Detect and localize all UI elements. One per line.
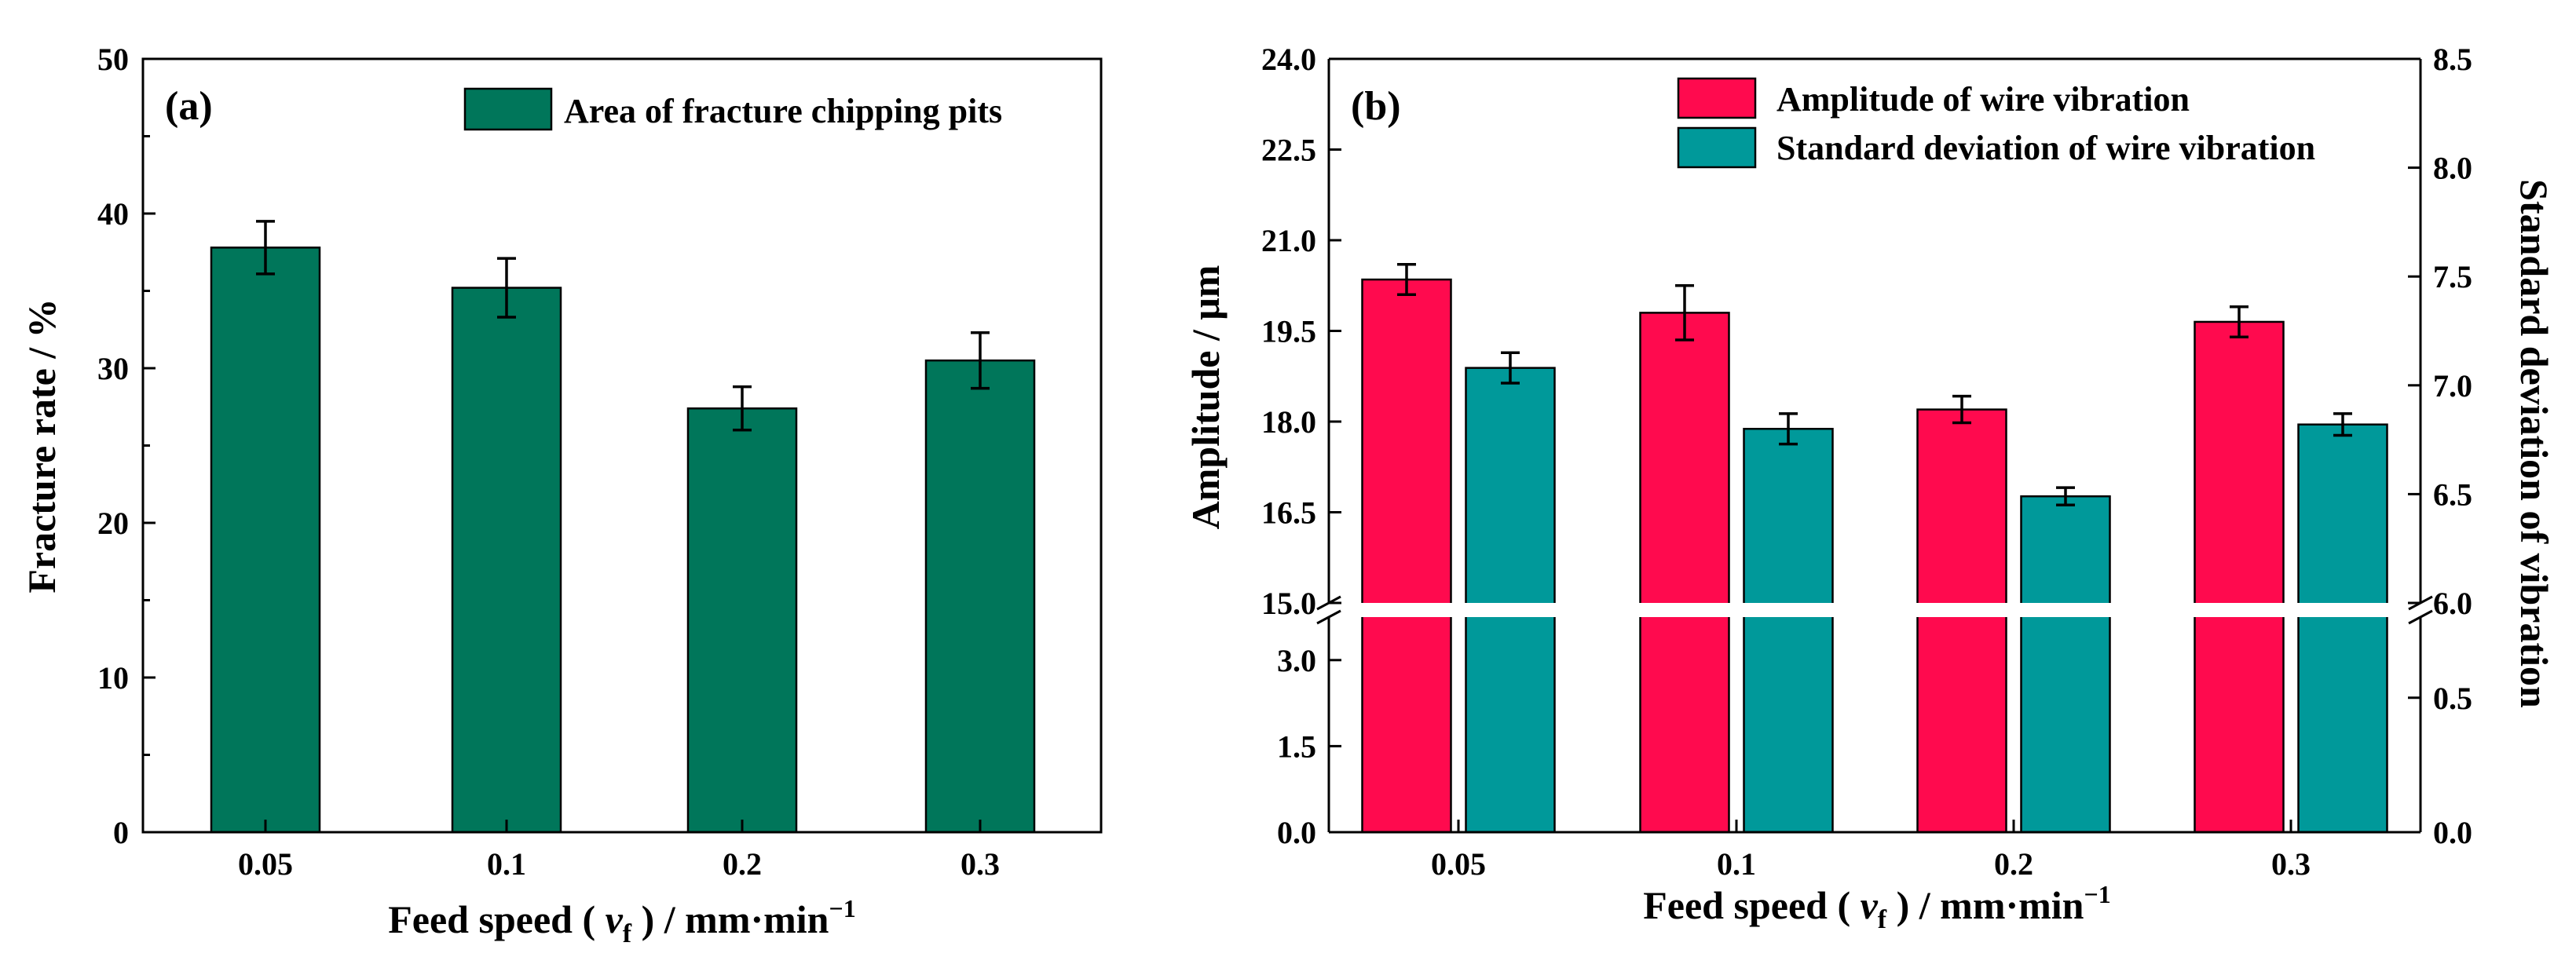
left-y-tick-label-18.0: 18.0 [1261,404,1316,440]
bar-amplitude-0.1 [1639,312,1730,834]
left-y-tick-label-21.0: 21.0 [1261,223,1316,258]
panel-a-label: (a) [165,84,213,129]
left-y-tick-label-15.0: 15.0 [1261,586,1316,621]
break-mark-right-bottom [2408,609,2433,625]
bar-std-0.3 [2297,423,2388,834]
panel-a-legend-label: Area of fracture chipping pits [564,92,1002,130]
right-y-tick-label-8.0: 8.0 [2433,151,2472,186]
bar-0.2 [686,407,798,834]
panel-a-error-bars [256,220,990,432]
left-y-tick-label-19.5: 19.5 [1261,314,1316,349]
panel-b-axis-break-gap [1330,603,2419,617]
y-tick-label-10: 10 [97,660,129,696]
panel-a-y-axis: 0 10 20 30 40 50 [97,42,156,850]
x-tick-label-0.3: 0.3 [961,846,1000,882]
y-tick-label-40: 40 [97,196,129,232]
panel-b-right-y-axis: 6.0 6.5 7.0 7.5 8.0 8.5 0.0 0.5 [2408,42,2472,850]
panel-b-left-y-axis-title: Amplitude / μm [1184,265,1228,530]
panel-b-legend: Amplitude of wire vibration Standard dev… [1677,77,2315,169]
panel-a-legend: Area of fracture chipping pits [463,87,1002,131]
panel-b-label: (b) [1351,84,1401,129]
y-tick-label-50: 50 [97,42,129,77]
right-y-tick-label-0.0: 0.0 [2433,815,2472,850]
panel-a-x-axis: 0.05 0.1 0.2 0.3 [238,820,1000,882]
y-tick-label-30: 30 [97,351,129,386]
panel-a-x-axis-title: Feed speed ( vf ) / mm·min−1 [388,894,855,948]
panel-a: 0 10 20 30 40 50 0.05 0.1 0.2 0.3 (a) Area of fr… [20,42,1103,948]
panel-b-error-bars [1397,263,2352,507]
right-y-tick-label-7.0: 7.0 [2433,368,2472,404]
right-y-tick-label-8.5: 8.5 [2433,42,2472,77]
panel-a-y-axis-title: Fracture rate / % [20,298,64,593]
panel-b: 15.0 16.5 18.0 19.5 21.0 22.5 24.0 0.0 1.5 3.0 6.… [1184,42,2556,934]
left-y-tick-label-24.0: 24.0 [1261,42,1316,77]
x-tick-label-0.05: 0.05 [238,846,293,882]
panel-b-legend-swatch-std [1677,126,1757,169]
panel-b-bars [1361,278,2388,834]
y-tick-label-20: 20 [97,506,129,541]
bar-amplitude-0.3 [2194,320,2285,834]
y-tick-label-0: 0 [113,815,129,850]
bar-std-0.05 [1465,367,1556,834]
bar-0.05 [210,247,321,834]
panel-b-left-y-axis: 15.0 16.5 18.0 19.5 21.0 22.5 24.0 0.0 1.5 3.0 [1261,42,1341,850]
break-mark-left-bottom [1316,609,1341,625]
panel-b-x-axis-title: Feed speed ( vf ) / mm·min−1 [1643,880,2110,934]
bar-std-0.2 [2020,495,2111,834]
right-y-tick-label-6.0: 6.0 [2433,586,2472,621]
bar-0.1 [451,287,562,834]
x-tick-label-0.3: 0.3 [2271,846,2311,882]
left-y-tick-label-0.0: 0.0 [1277,815,1316,850]
bar-amplitude-0.05 [1361,278,1452,834]
right-y-tick-label-6.5: 6.5 [2433,477,2472,512]
x-tick-label-0.2: 0.2 [723,846,762,882]
panel-b-legend-swatch-amplitude [1677,77,1757,119]
x-tick-label-0.1: 0.1 [487,846,526,882]
panel-b-legend-label-amplitude: Amplitude of wire vibration [1776,80,2190,119]
panel-b-x-axis: 0.05 0.1 0.2 0.3 [1431,820,2311,882]
bar-0.3 [924,359,1036,834]
left-y-tick-label-22.5: 22.5 [1261,133,1316,168]
panel-a-bars [210,247,1036,834]
x-tick-label-0.1: 0.1 [1717,846,1756,882]
left-y-tick-label-1.5: 1.5 [1277,729,1316,764]
bar-std-0.1 [1743,427,1834,834]
x-tick-label-0.2: 0.2 [1994,846,2033,882]
right-y-tick-label-0.5: 0.5 [2433,681,2472,716]
x-tick-label-0.05: 0.05 [1431,846,1486,882]
left-y-tick-label-16.5: 16.5 [1261,495,1316,531]
panel-a-legend-swatch [463,87,553,131]
left-y-tick-label-3.0: 3.0 [1277,643,1316,678]
panel-b-right-y-axis-title: Standard deviation of vibration [2512,179,2556,708]
right-y-tick-label-7.5: 7.5 [2433,259,2472,294]
bar-amplitude-0.2 [1916,408,2007,834]
panel-b-legend-label-std: Standard deviation of wire vibration [1776,129,2315,167]
